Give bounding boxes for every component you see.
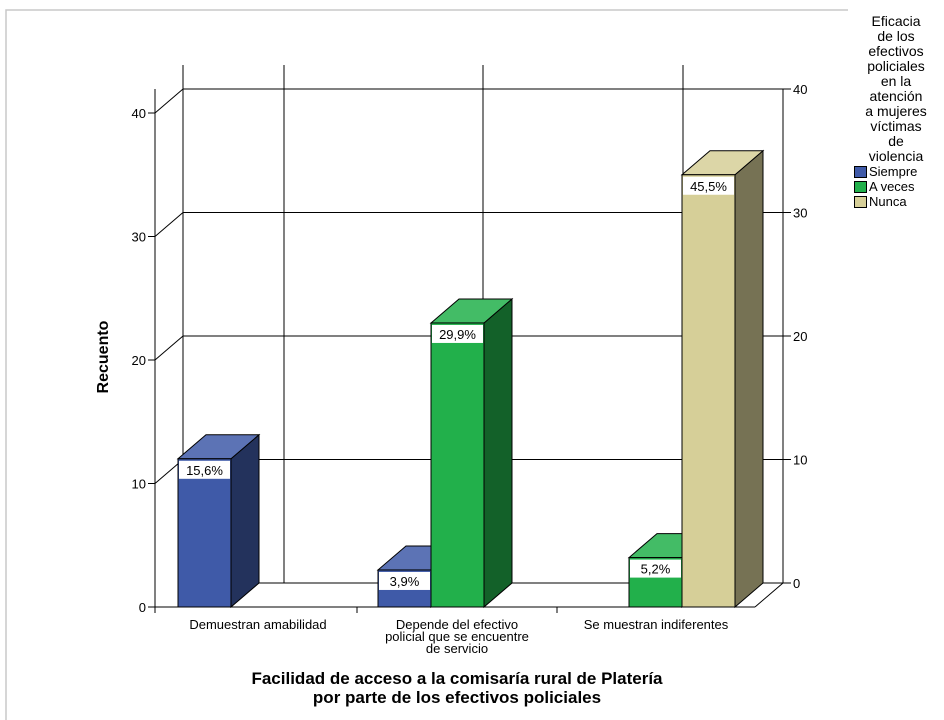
legend-title-line: efectivos	[868, 43, 924, 59]
x-tick-label: Se muestran indiferentes	[584, 617, 729, 632]
x-tick-label: Depende del efectivo	[396, 617, 518, 632]
legend-title-line: de	[888, 133, 904, 149]
data-label-box	[683, 176, 734, 195]
data-label-box	[379, 571, 430, 590]
legend-title-line: Eficacia	[871, 13, 921, 29]
chart-border	[5, 9, 848, 720]
data-label-box	[432, 324, 483, 343]
bar-siempre: 15,6%	[176, 433, 261, 609]
legend-swatch	[854, 195, 867, 208]
data-label: 3,9%	[390, 574, 420, 589]
legend-items: Siempre A veces Nunca	[848, 164, 944, 209]
y-tick-label-right: 0	[793, 576, 800, 591]
y-tick-label-right: 40	[793, 82, 807, 97]
y-tick-label: 30	[132, 230, 146, 245]
gridline-side	[154, 335, 184, 361]
bar-side	[483, 297, 513, 609]
legend-title-line: atención	[869, 88, 923, 104]
legend-label: Nunca	[869, 194, 907, 209]
x-axis-title-line2: por parte de los efectivos policiales	[313, 688, 601, 707]
legend-title-line: en la	[880, 73, 912, 89]
legend-item: Siempre	[854, 164, 944, 179]
y-tick-label-right: 10	[793, 453, 807, 468]
x-axis-title: Facilidad de acceso a la comisaría rural…	[251, 669, 663, 707]
legend-label: A veces	[869, 179, 915, 194]
x-axis-title-line1: Facilidad de acceso a la comisaría rural…	[251, 669, 663, 688]
data-label: 15,6%	[186, 463, 223, 478]
legend: Eficacia de los efectivos policiales en la at…	[848, 14, 944, 209]
bar-front	[430, 322, 485, 608]
legend-swatch	[854, 165, 867, 178]
bar-a-veces: 29,9%	[429, 297, 514, 609]
gridline-side	[154, 88, 184, 114]
bar-side	[734, 149, 764, 609]
bar-side	[230, 433, 260, 609]
legend-title-line: violencia	[868, 148, 924, 164]
bar-front	[681, 174, 736, 608]
y-tick-label: 20	[132, 353, 146, 368]
y-axis-label: Recuento	[95, 320, 112, 393]
x-tick-label: de servicio	[426, 641, 488, 656]
y-tick-label-right: 20	[793, 329, 807, 344]
y-tick-label: 40	[132, 106, 146, 121]
y-tick-label: 10	[132, 477, 146, 492]
data-label-box	[179, 460, 230, 479]
gridline-side	[154, 212, 184, 237]
legend-swatch	[854, 180, 867, 193]
legend-title-line: policiales	[867, 58, 925, 74]
data-label: 45,5%	[690, 179, 727, 194]
y-tick-label: 0	[139, 600, 146, 615]
y-tick-label-right: 30	[793, 206, 807, 221]
y-axis-ticks: 0 0 10 10 20 20 30 30 40 40	[132, 82, 808, 615]
bar-front	[177, 458, 232, 608]
legend-title-line: a mujeres	[865, 103, 927, 119]
x-axis: Demuestran amabilidad Depende del efectiv…	[154, 607, 729, 656]
legend-item: A veces	[854, 179, 944, 194]
x-tick-label: policial que se encuentre	[385, 629, 529, 644]
legend-label: Siempre	[869, 164, 918, 179]
legend-title-line: víctimas	[870, 118, 922, 134]
bars: 15,6% 3,9% 29,9% 5,2% 45,5%	[176, 149, 765, 609]
data-label: 5,2%	[641, 562, 671, 577]
legend-item: Nunca	[854, 194, 944, 209]
legend-title: Eficacia de los efectivos policiales en la at…	[848, 14, 944, 164]
data-label-box	[630, 559, 681, 578]
bar-nunca: 45,5%	[680, 149, 765, 609]
data-label: 29,9%	[439, 327, 476, 342]
legend-title-line: de los	[877, 28, 915, 44]
x-tick-label: Demuestran amabilidad	[189, 617, 326, 632]
floor-right-edge	[754, 582, 784, 608]
